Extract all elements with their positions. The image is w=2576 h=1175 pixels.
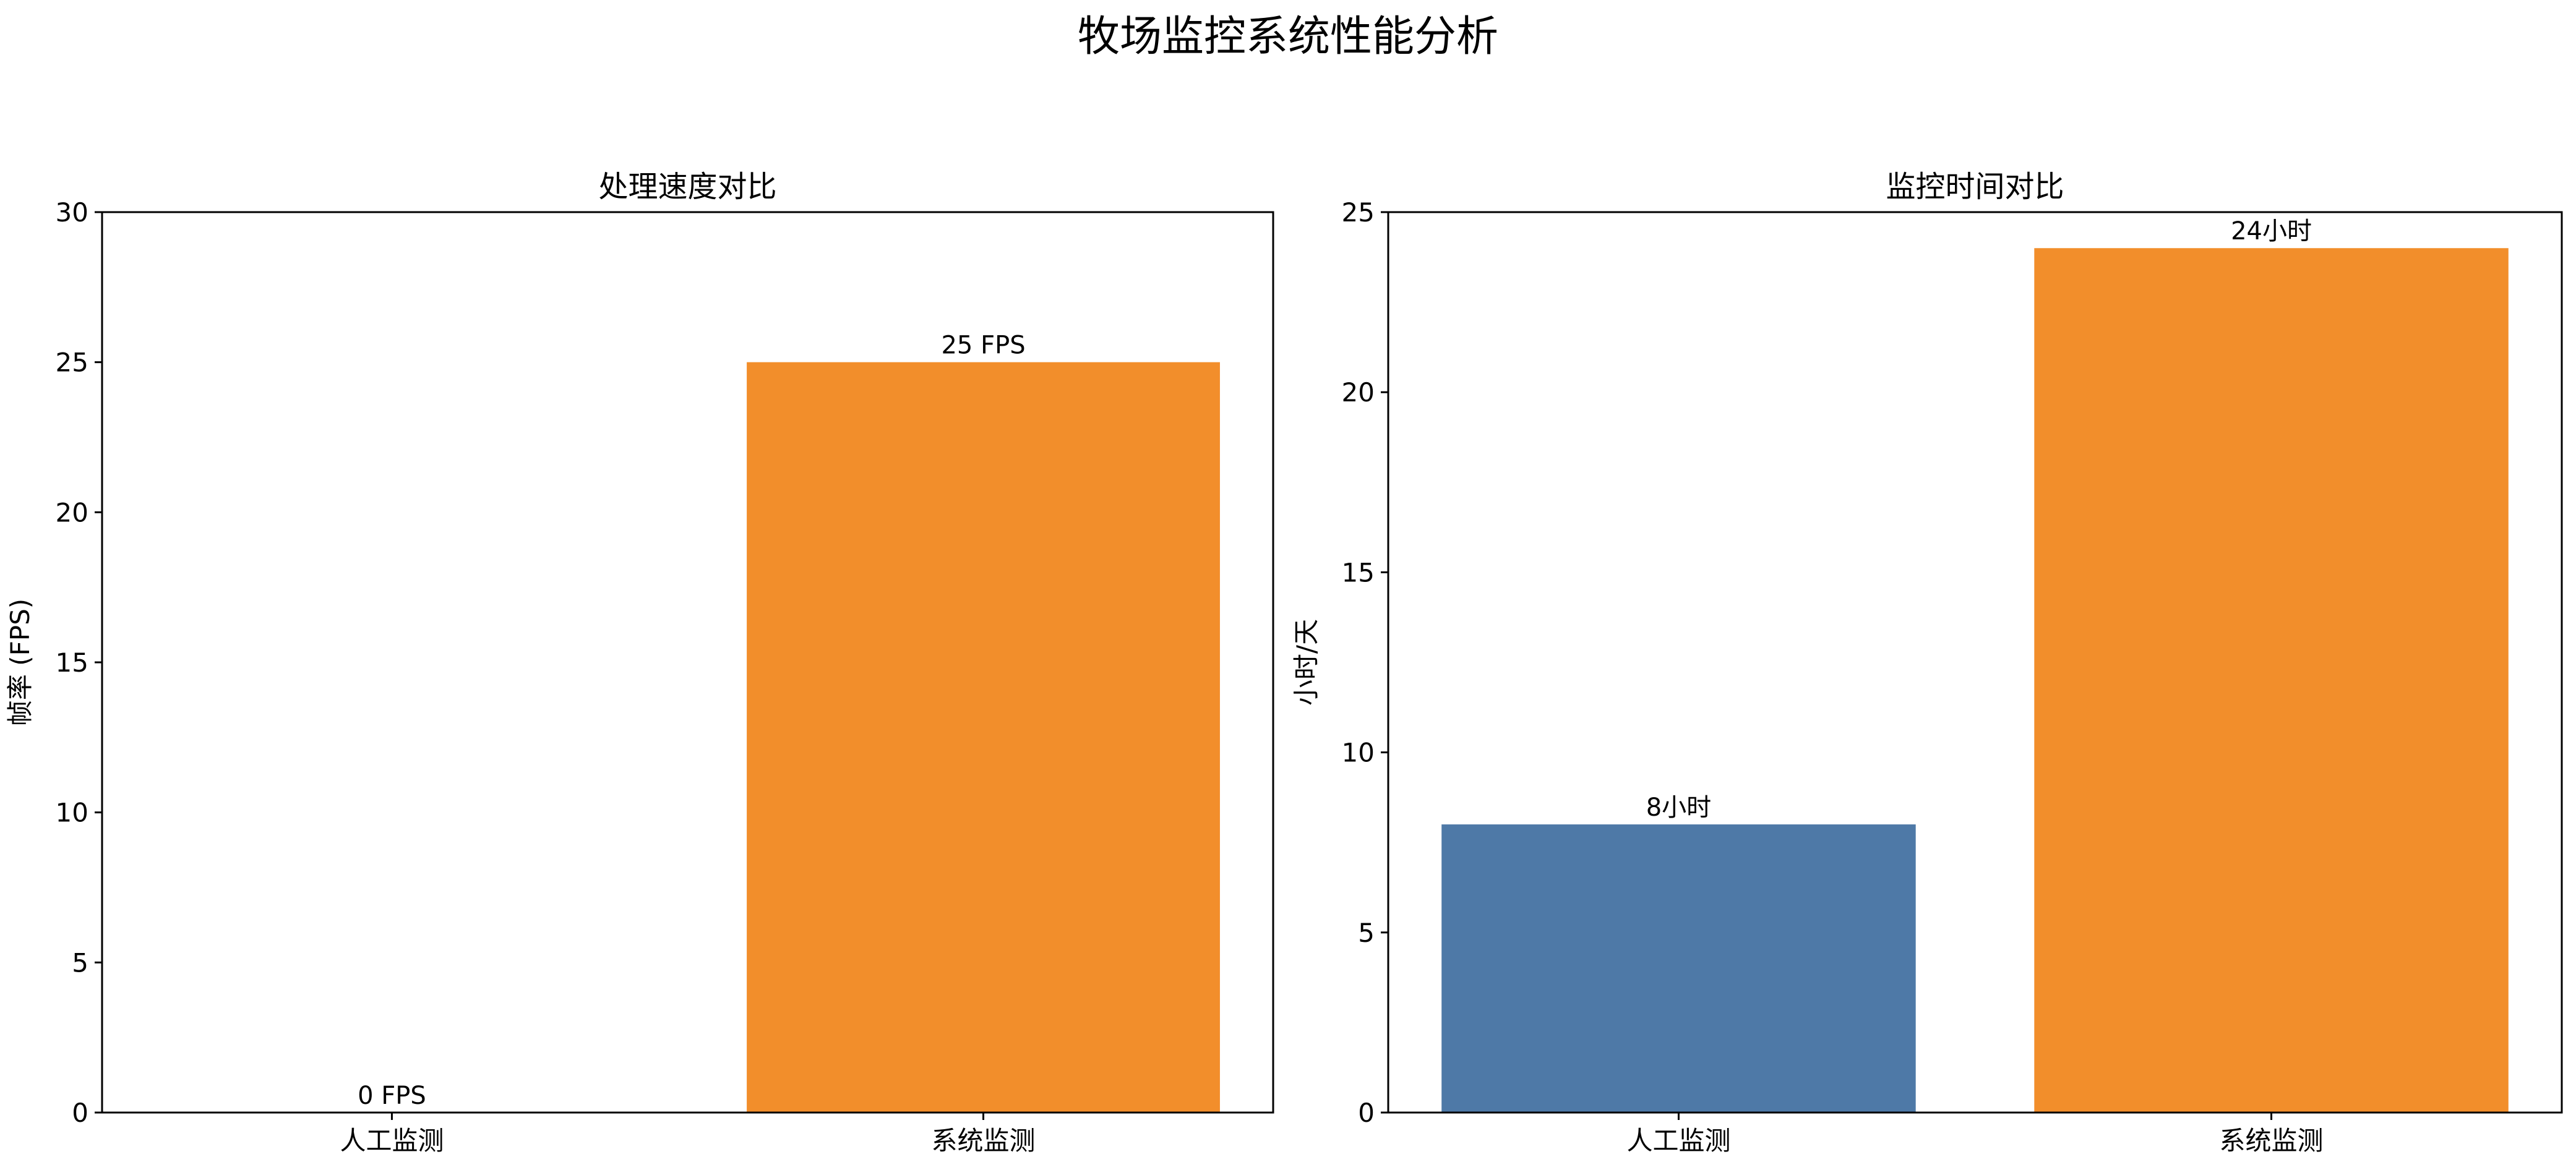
data-label: 8小时 bbox=[1646, 793, 1711, 822]
y-tick-label: 20 bbox=[56, 497, 88, 528]
data-label: 0 FPS bbox=[358, 1082, 426, 1110]
panel-title: 处理速度对比 bbox=[598, 169, 776, 204]
bar-manual bbox=[1441, 824, 1916, 1113]
y-tick-label: 10 bbox=[56, 798, 88, 828]
y-tick-label: 0 bbox=[72, 1098, 88, 1128]
x-tick-label: 人工监测 bbox=[1626, 1126, 1730, 1156]
y-tick-label: 25 bbox=[1342, 197, 1375, 228]
y-tick-label: 10 bbox=[1342, 738, 1375, 768]
y-tick-label: 30 bbox=[56, 197, 88, 228]
bar-system bbox=[747, 362, 1220, 1113]
y-tick-label: 25 bbox=[56, 348, 88, 378]
x-tick-label: 系统监测 bbox=[932, 1126, 1036, 1156]
y-tick-label: 5 bbox=[1358, 918, 1375, 948]
x-tick-label: 系统监测 bbox=[2220, 1126, 2324, 1156]
plot-frame bbox=[1387, 211, 2563, 1114]
y-tick-label: 15 bbox=[56, 647, 88, 678]
y-axis-label: 帧率 (FPS) bbox=[5, 599, 35, 726]
chart-panel-1: 0 5 10 15 20 25 30 人工监测 系统监测 0 FPS 25 FPS 处理速度对比帧率 … bbox=[5, 169, 1274, 1156]
y-tick-label: 0 bbox=[1358, 1098, 1375, 1128]
panel-title: 监控时间对比 bbox=[1886, 169, 2064, 204]
bar-system bbox=[2034, 248, 2509, 1113]
y-tick-label: 15 bbox=[1342, 557, 1375, 588]
y-axis-label: 小时/天 bbox=[1291, 619, 1321, 706]
data-label: 24小时 bbox=[2231, 217, 2312, 246]
chart-panels: 0 5 10 15 20 25 30 人工监测 系统监测 0 FPS 25 FPS 处理速度对比帧率 … bbox=[5, 169, 2563, 1156]
y-tick-label: 20 bbox=[1342, 377, 1375, 408]
data-label: 25 FPS bbox=[941, 331, 1025, 360]
figure-title: 牧场监控系统性能分析 bbox=[1078, 12, 1498, 61]
y-tick-label: 5 bbox=[72, 947, 88, 978]
x-tick-label: 人工监测 bbox=[340, 1126, 444, 1156]
